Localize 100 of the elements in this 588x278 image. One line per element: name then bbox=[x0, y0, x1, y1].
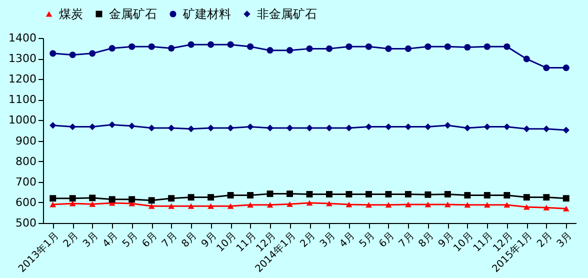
point bbox=[227, 192, 234, 198]
x-tick-label: 8月 bbox=[180, 230, 200, 250]
point bbox=[208, 203, 214, 209]
point bbox=[562, 195, 570, 202]
legend-label: 金属矿石 bbox=[109, 7, 157, 21]
point bbox=[424, 123, 432, 130]
point bbox=[365, 43, 372, 50]
point bbox=[543, 64, 550, 72]
point bbox=[286, 201, 293, 207]
point bbox=[562, 126, 570, 134]
legend-label: 非金属矿石 bbox=[257, 7, 317, 21]
point bbox=[385, 202, 392, 208]
x-tick-label: 5月 bbox=[358, 230, 377, 250]
point bbox=[484, 43, 490, 50]
y-tick-label: 1000 bbox=[8, 114, 36, 127]
point bbox=[266, 124, 274, 132]
point bbox=[306, 190, 313, 198]
y-tick-label: 1200 bbox=[8, 72, 36, 86]
point bbox=[346, 202, 352, 208]
point bbox=[286, 190, 293, 198]
point bbox=[227, 203, 234, 209]
point bbox=[50, 195, 56, 202]
point bbox=[247, 202, 254, 208]
x-tick-label: 3月 bbox=[555, 230, 574, 250]
point bbox=[523, 204, 530, 210]
y-tick-label: 800 bbox=[16, 154, 36, 168]
point bbox=[404, 45, 412, 52]
x-tick-label: 5月 bbox=[120, 230, 140, 250]
point bbox=[188, 194, 194, 201]
point bbox=[69, 195, 76, 202]
x-tick-label: 6月 bbox=[377, 230, 397, 250]
point bbox=[69, 123, 76, 130]
point bbox=[464, 202, 471, 208]
point bbox=[346, 124, 352, 132]
point bbox=[168, 44, 175, 52]
point bbox=[266, 190, 274, 198]
point bbox=[366, 202, 372, 208]
point bbox=[404, 123, 412, 130]
point bbox=[523, 56, 530, 62]
point bbox=[306, 45, 313, 52]
point bbox=[326, 124, 333, 132]
point bbox=[227, 124, 234, 132]
point bbox=[326, 45, 333, 52]
point bbox=[504, 123, 510, 130]
point bbox=[266, 202, 274, 208]
x-tick-label: 2月 bbox=[535, 230, 555, 250]
point bbox=[306, 124, 313, 132]
y-tick-label: 1100 bbox=[8, 93, 36, 106]
point bbox=[168, 195, 175, 202]
point bbox=[523, 194, 530, 201]
point bbox=[69, 52, 76, 58]
point bbox=[562, 206, 570, 212]
point bbox=[168, 124, 175, 132]
point bbox=[148, 197, 155, 204]
point bbox=[128, 122, 136, 130]
point bbox=[148, 43, 155, 50]
y-tick-label: 700 bbox=[16, 175, 36, 188]
point bbox=[208, 41, 214, 48]
point bbox=[89, 194, 96, 202]
point bbox=[208, 194, 214, 201]
y-tick-label: 1300 bbox=[8, 52, 36, 66]
point bbox=[188, 126, 194, 132]
point bbox=[523, 126, 530, 132]
point bbox=[168, 203, 174, 209]
y-tick-label: 1400 bbox=[8, 32, 36, 44]
point bbox=[444, 122, 452, 129]
point bbox=[50, 122, 56, 129]
x-tick-label: 6月 bbox=[140, 230, 160, 250]
point bbox=[444, 43, 451, 50]
x-tick-label: 2月 bbox=[298, 230, 318, 250]
point bbox=[286, 47, 294, 54]
point bbox=[464, 44, 471, 51]
point bbox=[484, 202, 490, 208]
point bbox=[89, 50, 96, 57]
point bbox=[128, 196, 136, 203]
point bbox=[89, 201, 96, 207]
point bbox=[188, 203, 194, 209]
x-tick-label: 3月 bbox=[81, 230, 101, 250]
point bbox=[562, 64, 570, 72]
point bbox=[346, 190, 352, 198]
point bbox=[504, 202, 510, 208]
x-tick-label: 4月 bbox=[338, 230, 358, 250]
point bbox=[50, 50, 56, 57]
point bbox=[385, 45, 392, 52]
point bbox=[266, 47, 274, 54]
y-tick-label: 600 bbox=[16, 196, 36, 209]
point bbox=[246, 123, 254, 130]
point bbox=[326, 200, 332, 206]
x-tick-label: 8月 bbox=[416, 230, 436, 250]
point bbox=[89, 123, 96, 130]
point bbox=[346, 43, 352, 50]
point bbox=[108, 196, 116, 203]
point bbox=[148, 124, 155, 132]
point bbox=[69, 200, 76, 206]
point bbox=[306, 200, 313, 206]
point bbox=[247, 192, 254, 198]
point bbox=[405, 202, 412, 208]
y-tick-label: 900 bbox=[16, 134, 36, 148]
legend-label: 煤炭 bbox=[59, 7, 83, 21]
point bbox=[543, 126, 550, 132]
